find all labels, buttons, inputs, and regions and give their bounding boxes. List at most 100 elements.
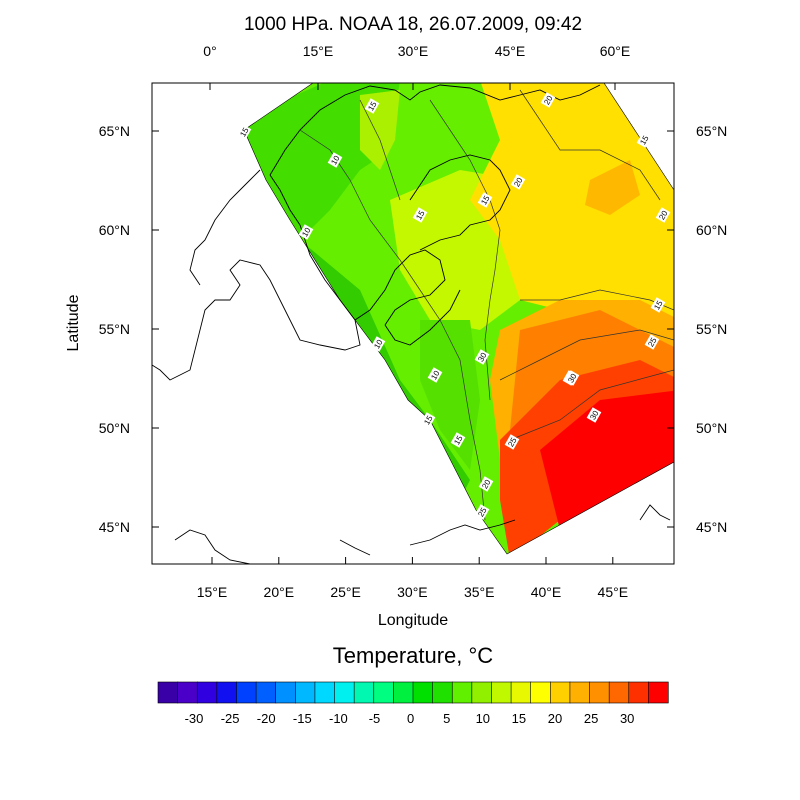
contour-label: 20 <box>655 207 671 223</box>
top-tick-label: 45°E <box>495 43 526 59</box>
colorbar-swatch <box>530 681 551 704</box>
bottom-tick-label: 40°E <box>531 584 562 600</box>
colorbar-tick-label: 15 <box>512 711 526 726</box>
contour-label: 20 <box>540 92 556 108</box>
colorbar-swatch <box>550 681 571 704</box>
contour-label: 25 <box>474 504 490 520</box>
colorbar-tick-label: -20 <box>257 711 276 726</box>
colorbar-swatch <box>373 681 394 704</box>
region-southwest-green <box>420 320 480 470</box>
colorbar-tick-label: 30 <box>620 711 634 726</box>
contour-label: 10 <box>327 152 343 168</box>
swath-outline <box>243 83 674 555</box>
colorbar-swatch <box>216 681 238 704</box>
colorbar-tick-label: 5 <box>443 711 450 726</box>
colorbar-tick-label: 25 <box>584 711 598 726</box>
colorbar-swatch <box>569 681 591 704</box>
top-tick-label: 15°E <box>303 43 334 59</box>
colorbar-swatch <box>353 681 375 704</box>
colorbar-swatch <box>412 681 434 704</box>
colorbar-swatch <box>334 681 355 704</box>
contour-label: 30 <box>564 370 580 386</box>
colorbar-tick-label: -5 <box>369 711 381 726</box>
colorbar-swatch <box>648 681 669 704</box>
x-axis-title: Longitude <box>378 612 448 629</box>
contour-label: 20 <box>478 476 494 492</box>
colorbar-swatch <box>510 681 532 704</box>
contour-label: 10 <box>370 336 386 352</box>
colorbar-labels: -30 -25 -20 -15 -10 -5 0 5 10 15 20 25 30 <box>185 711 635 726</box>
colorbar-swatch <box>196 681 218 704</box>
colorbar-swatch <box>295 681 316 704</box>
contour-label: 15 <box>412 207 428 223</box>
colorbar-tick-label: 0 <box>407 711 414 726</box>
colorbar-swatch <box>471 681 493 704</box>
contour-label: 15 <box>650 297 666 313</box>
colorbar-swatch <box>608 681 630 704</box>
contour-label: 30 <box>474 349 490 365</box>
colorbar-swatch <box>432 681 453 704</box>
contour-label: 10 <box>298 224 314 240</box>
colorbar-swatch <box>255 681 277 704</box>
colorbar-swatch <box>275 681 296 704</box>
colorbar-tick-label: 10 <box>476 711 490 726</box>
contour-label: 15 <box>236 124 252 140</box>
contour-label: 25 <box>644 334 660 350</box>
top-tick-label: 60°E <box>600 43 631 59</box>
colorbar-swatch <box>393 681 414 704</box>
contour-label: 15 <box>450 432 466 448</box>
right-axis: 65°N 60°N 55°N 50°N 45°N <box>667 123 727 535</box>
colorbar-swatch <box>236 681 257 704</box>
left-tick-label: 60°N <box>99 222 130 238</box>
plot-title: 1000 HPa. NOAA 18, 26.07.2009, 09:42 <box>244 14 582 35</box>
right-tick-label: 55°N <box>696 321 727 337</box>
contour-label: 20 <box>510 174 526 190</box>
colorbar-tick-label: -15 <box>293 711 312 726</box>
right-tick-label: 60°N <box>696 222 727 238</box>
region-hot-ne-patch <box>585 160 640 215</box>
bottom-axis: 15°E 20°E 25°E 30°E 35°E 40°E 45°E <box>197 557 628 600</box>
right-tick-label: 45°N <box>696 519 727 535</box>
contour-lines <box>299 89 674 521</box>
right-tick-label: 50°N <box>696 420 727 436</box>
colorbar-swatch <box>177 681 198 704</box>
top-tick-label: 30°E <box>398 43 429 59</box>
colorbar-swatch <box>589 681 610 704</box>
left-tick-label: 50°N <box>99 420 130 436</box>
bottom-tick-label: 15°E <box>197 584 228 600</box>
contour-label: 15 <box>477 192 493 208</box>
colorbar-swatch <box>628 681 649 704</box>
bottom-tick-label: 20°E <box>264 584 295 600</box>
colorbar-tick-label: -30 <box>185 711 204 726</box>
left-tick-label: 65°N <box>99 123 130 139</box>
region-red <box>540 390 674 530</box>
top-axis: 0° 15°E 30°E 45°E 60°E <box>203 43 630 90</box>
bottom-tick-label: 30°E <box>397 584 428 600</box>
region-hot-east <box>470 83 674 320</box>
contour-label: 15 <box>364 98 380 114</box>
temperature-field <box>243 83 674 555</box>
contour-label: 25 <box>504 434 520 450</box>
colorbar <box>157 681 669 704</box>
bottom-tick-label: 45°E <box>598 584 629 600</box>
contour-label-layer: 15 10 15 10 15 20 25 30 15 10 15 20 25 20 15 20 10 15 25 30… <box>236 92 671 520</box>
contour-label: 15 <box>636 132 652 148</box>
top-tick-label: 0° <box>203 43 216 59</box>
colorbar-tick-label: 20 <box>548 711 562 726</box>
colorbar-tick-label: -25 <box>221 711 240 726</box>
bottom-tick-label: 35°E <box>464 584 495 600</box>
colorbar-swatch <box>491 681 512 704</box>
left-tick-label: 45°N <box>99 519 130 535</box>
right-tick-label: 65°N <box>696 123 727 139</box>
colorbar-swatch <box>157 681 179 704</box>
colorbar-swatch <box>451 681 473 704</box>
colorbar-title: Temperature, °C <box>333 643 494 668</box>
bottom-tick-label: 25°E <box>330 584 361 600</box>
colorbar-tick-label: -10 <box>329 711 348 726</box>
colorbar-swatch <box>314 681 336 704</box>
y-axis-title: Latitude <box>65 294 82 351</box>
contour-label: 10 <box>427 367 443 383</box>
left-axis: 65°N 60°N 55°N 50°N 45°N <box>99 123 159 535</box>
contour-label: 15 <box>420 412 436 428</box>
